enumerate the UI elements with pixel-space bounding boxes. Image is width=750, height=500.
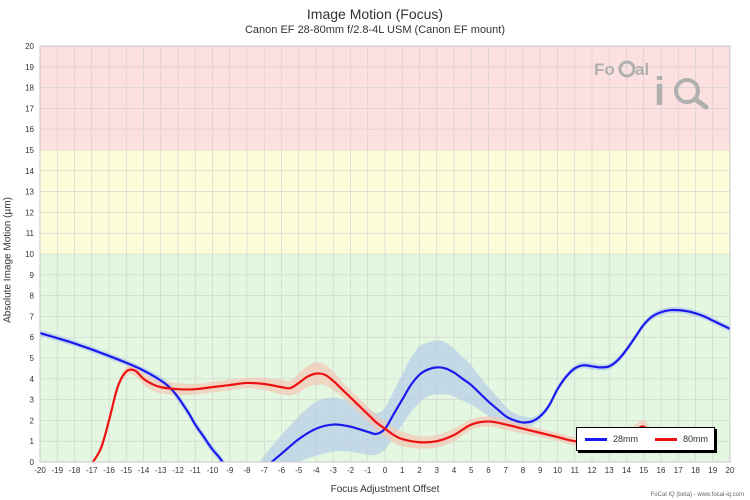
y-tick-label: 8 bbox=[30, 292, 35, 301]
y-tick-label: 3 bbox=[30, 396, 35, 405]
legend-label-28mm: 28mm bbox=[613, 434, 639, 444]
x-tick-label: -20 bbox=[34, 466, 46, 475]
x-tick-label: 17 bbox=[674, 466, 683, 475]
y-tick-label: 5 bbox=[30, 354, 35, 363]
x-tick-label: -3 bbox=[330, 466, 338, 475]
x-tick-label: 15 bbox=[639, 466, 648, 475]
y-tick-label: 16 bbox=[25, 125, 34, 134]
x-tick-label: 20 bbox=[726, 466, 735, 475]
x-tick-label: -8 bbox=[243, 466, 251, 475]
y-tick-label: 18 bbox=[25, 84, 34, 93]
chart-subtitle: Canon EF 28-80mm f/2.8-4L USM (Canon EF … bbox=[244, 24, 506, 36]
x-tick-label: -6 bbox=[278, 466, 286, 475]
x-tick-label: 7 bbox=[504, 466, 509, 475]
y-tick-label: 10 bbox=[25, 250, 34, 259]
x-tick-label: -12 bbox=[172, 466, 184, 475]
y-tick-label: 9 bbox=[30, 271, 35, 280]
series-line-28mm bbox=[270, 308, 730, 462]
x-tick-label: 19 bbox=[708, 466, 717, 475]
x-tick-labels: -20 -19 -18 -17 -16 -15 -14 -13 -12 -11 -10 -9 -8 -7-… bbox=[34, 466, 735, 475]
y-tick-label: 7 bbox=[30, 312, 35, 321]
chart-legend: 28mm 80mm bbox=[576, 427, 715, 451]
focal-iq-logo: Fo al i bbox=[594, 55, 714, 114]
y-tick-label: 1 bbox=[30, 437, 35, 446]
x-tick-label: 18 bbox=[691, 466, 700, 475]
x-tick-label: -5 bbox=[295, 466, 303, 475]
x-tick-label: 5 bbox=[469, 466, 474, 475]
x-tick-label: -14 bbox=[138, 466, 150, 475]
x-tick-label: -16 bbox=[103, 466, 115, 475]
footer-credit: FoCal IQ (beta) - www.focal-iq.com bbox=[650, 492, 744, 498]
y-axis-label: Absolute Image Motion (µm) bbox=[2, 197, 14, 323]
series-band-80mm bbox=[91, 362, 661, 462]
x-tick-label: -10 bbox=[207, 466, 219, 475]
x-tick-label: -7 bbox=[261, 466, 269, 475]
x-tick-label: 2 bbox=[417, 466, 422, 475]
x-tick-label: -15 bbox=[120, 466, 132, 475]
series-lines bbox=[40, 308, 730, 462]
x-tick-label: 14 bbox=[622, 466, 631, 475]
y-tick-label: 4 bbox=[30, 375, 35, 384]
x-tick-label: -18 bbox=[69, 466, 81, 475]
x-tick-label: -4 bbox=[312, 466, 320, 475]
svg-text:i: i bbox=[654, 70, 665, 110]
x-tick-label: 4 bbox=[452, 466, 457, 475]
x-tick-label: 16 bbox=[657, 466, 666, 475]
x-tick-label: 10 bbox=[553, 466, 562, 475]
x-tick-label: -13 bbox=[155, 466, 167, 475]
x-tick-label: 11 bbox=[571, 466, 580, 475]
x-tick-label: 9 bbox=[538, 466, 543, 475]
y-tick-label: 13 bbox=[25, 188, 34, 197]
x-tick-label: 8 bbox=[521, 466, 526, 475]
y-tick-label: 19 bbox=[25, 63, 34, 72]
x-tick-label: 1 bbox=[400, 466, 405, 475]
series-line-28mm bbox=[40, 331, 224, 462]
x-tick-label: 0 bbox=[383, 466, 388, 475]
x-tick-label: -1 bbox=[364, 466, 372, 475]
x-tick-label: -2 bbox=[347, 466, 355, 475]
x-tick-label: -19 bbox=[51, 466, 63, 475]
legend-swatch-80mm bbox=[655, 438, 677, 442]
x-tick-label: 12 bbox=[588, 466, 597, 475]
legend-item-28mm: 28mm bbox=[585, 433, 638, 445]
svg-text:al: al bbox=[635, 60, 649, 79]
x-tick-label: 13 bbox=[605, 466, 614, 475]
y-tick-label: 20 bbox=[25, 42, 34, 51]
x-tick-label: -11 bbox=[190, 466, 202, 475]
series-line-80mm bbox=[91, 368, 663, 462]
y-tick-label: 17 bbox=[25, 104, 34, 113]
y-tick-label: 15 bbox=[25, 146, 34, 155]
x-axis-label: Focus Adjustment Offset bbox=[330, 484, 440, 495]
legend-label-80mm: 80mm bbox=[683, 434, 709, 444]
y-tick-label: 6 bbox=[30, 333, 35, 342]
x-tick-label: -9 bbox=[226, 466, 234, 475]
y-tick-label: 11 bbox=[26, 229, 35, 238]
chart-title: Image Motion (Focus) bbox=[306, 6, 444, 22]
y-tick-label: 12 bbox=[25, 208, 34, 217]
legend-item-80mm: 80mm bbox=[655, 433, 708, 445]
y-tick-label: 2 bbox=[30, 416, 35, 425]
x-tick-label: -17 bbox=[86, 466, 98, 475]
y-tick-label: 0 bbox=[30, 458, 35, 467]
legend-swatch-28mm bbox=[585, 438, 607, 442]
plot-frame bbox=[39, 45, 731, 463]
svg-text:Fo: Fo bbox=[594, 60, 615, 79]
x-tick-label: 3 bbox=[435, 466, 440, 475]
y-tick-label: 14 bbox=[25, 167, 34, 176]
x-tick-label: 6 bbox=[486, 466, 491, 475]
